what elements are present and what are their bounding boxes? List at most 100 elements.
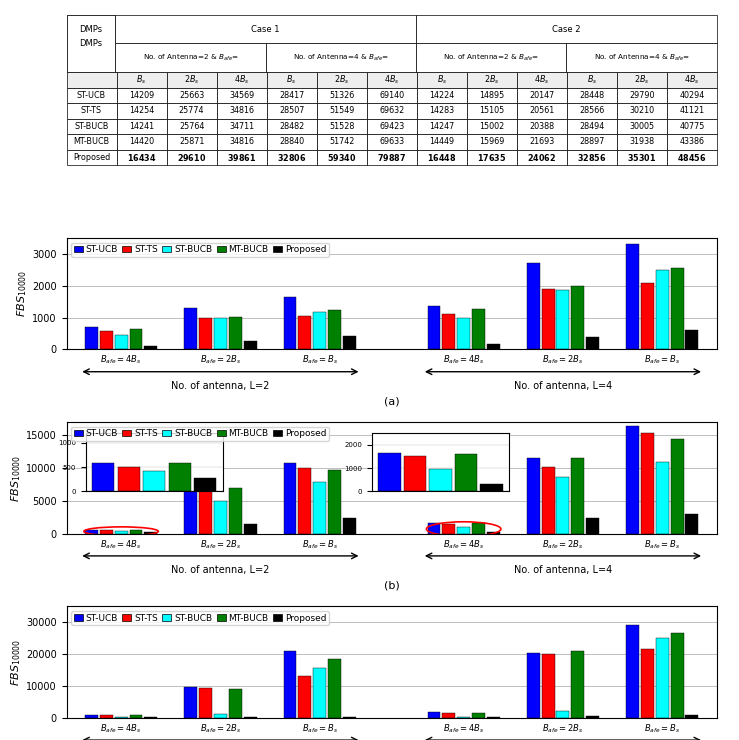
Bar	[556, 477, 569, 534]
Bar	[284, 297, 296, 349]
Bar	[214, 317, 227, 349]
Bar	[313, 312, 326, 349]
Bar	[626, 426, 639, 534]
Text: No. of Antenna=2 & $B_{afe}$=: No. of Antenna=2 & $B_{afe}$=	[443, 53, 539, 63]
Bar	[443, 524, 455, 534]
Bar	[115, 44, 265, 72]
Bar	[457, 528, 470, 534]
Bar	[641, 649, 654, 718]
Text: No. of antenna, L=2: No. of antenna, L=2	[171, 565, 270, 575]
Bar	[556, 289, 569, 349]
Bar	[144, 532, 157, 534]
Bar	[299, 468, 311, 534]
Bar	[571, 651, 585, 718]
Bar	[343, 716, 355, 718]
Y-axis label: $FBS_{10000}$: $FBS_{10000}$	[10, 639, 23, 686]
Text: $B_{afe}=4B_s$: $B_{afe}=4B_s$	[443, 354, 485, 366]
Text: $B_{afe}=B_s$: $B_{afe}=B_s$	[302, 354, 338, 366]
Bar	[527, 653, 539, 718]
Bar	[655, 462, 669, 534]
Text: No. of Antenna=2 & $B_{afe}$=: No. of Antenna=2 & $B_{afe}$=	[143, 53, 239, 63]
Bar	[428, 523, 440, 534]
Bar	[542, 289, 554, 349]
Bar	[641, 434, 654, 534]
Text: $B_{afe}=4B_s$: $B_{afe}=4B_s$	[101, 722, 142, 735]
Bar	[284, 462, 296, 534]
Bar	[487, 344, 500, 349]
Bar	[328, 659, 341, 718]
Bar	[586, 716, 599, 718]
Bar	[670, 268, 684, 349]
Bar	[428, 306, 440, 349]
Bar	[100, 331, 113, 349]
Bar	[328, 470, 341, 534]
Bar	[67, 44, 115, 72]
Bar	[527, 458, 539, 534]
Bar	[184, 308, 197, 349]
Bar	[556, 711, 569, 718]
Bar	[313, 668, 326, 718]
Bar	[144, 346, 157, 349]
Bar	[416, 15, 717, 44]
Text: $B_{afe}=4B_s$: $B_{afe}=4B_s$	[101, 538, 142, 551]
Bar	[626, 625, 639, 718]
Text: (b): (b)	[384, 580, 400, 591]
Bar	[129, 715, 143, 718]
Bar	[244, 524, 256, 534]
Bar	[586, 518, 599, 534]
Bar	[527, 263, 539, 349]
Bar	[184, 687, 197, 718]
Legend: ST-UCB, ST-TS, ST-BUCB, MT-BUCB, Proposed: ST-UCB, ST-TS, ST-BUCB, MT-BUCB, Propose…	[71, 243, 329, 257]
Text: Case 2: Case 2	[552, 24, 581, 33]
Bar	[299, 676, 311, 718]
Text: $B_{afe}=B_s$: $B_{afe}=B_s$	[302, 538, 338, 551]
Text: $B_{afe}=2B_s$: $B_{afe}=2B_s$	[542, 538, 584, 551]
Bar	[328, 309, 341, 349]
Bar	[686, 715, 698, 718]
Bar	[244, 340, 256, 349]
Bar	[199, 317, 212, 349]
Bar	[199, 488, 212, 534]
Y-axis label: $FBS_{10000}$: $FBS_{10000}$	[16, 270, 30, 317]
Bar	[265, 44, 416, 72]
Bar	[313, 482, 326, 534]
Bar	[229, 689, 242, 718]
Bar	[343, 517, 355, 534]
Text: $B_{afe}=B_s$: $B_{afe}=B_s$	[644, 354, 681, 366]
Bar	[443, 713, 455, 718]
Bar	[472, 309, 485, 349]
Bar	[567, 44, 717, 72]
Bar	[115, 335, 128, 349]
Bar	[229, 317, 242, 349]
Bar	[343, 336, 355, 349]
Bar	[472, 713, 485, 718]
Bar	[214, 714, 227, 718]
Bar	[85, 530, 98, 534]
Bar	[457, 318, 470, 349]
Text: $B_{afe}=2B_s$: $B_{afe}=2B_s$	[200, 538, 241, 551]
Bar	[472, 523, 485, 534]
Text: $B_{afe}=2B_s$: $B_{afe}=2B_s$	[200, 722, 241, 735]
Bar	[214, 500, 227, 534]
Bar	[487, 531, 500, 534]
Text: Case 1: Case 1	[251, 24, 280, 33]
Bar	[85, 327, 98, 349]
Text: No. of antenna, L=4: No. of antenna, L=4	[514, 380, 612, 391]
Text: DMPs: DMPs	[79, 24, 103, 33]
Bar	[115, 531, 128, 534]
Text: DMPs: DMPs	[79, 39, 103, 48]
Bar	[67, 15, 115, 72]
Legend: ST-UCB, ST-TS, ST-BUCB, MT-BUCB, Proposed: ST-UCB, ST-TS, ST-BUCB, MT-BUCB, Propose…	[71, 610, 329, 625]
Bar	[571, 458, 585, 534]
Text: $B_{afe}=B_s$: $B_{afe}=B_s$	[644, 538, 681, 551]
Text: $B_{afe}=4B_s$: $B_{afe}=4B_s$	[101, 354, 142, 366]
Text: No. of antenna, L=2: No. of antenna, L=2	[171, 380, 270, 391]
Y-axis label: $FBS_{10000}$: $FBS_{10000}$	[10, 454, 23, 502]
Bar	[571, 286, 585, 349]
Bar	[184, 470, 197, 534]
Text: No. of antenna, L=4: No. of antenna, L=4	[514, 565, 612, 575]
Bar	[686, 514, 698, 534]
Bar	[199, 688, 212, 718]
Bar	[670, 439, 684, 534]
Bar	[641, 283, 654, 349]
